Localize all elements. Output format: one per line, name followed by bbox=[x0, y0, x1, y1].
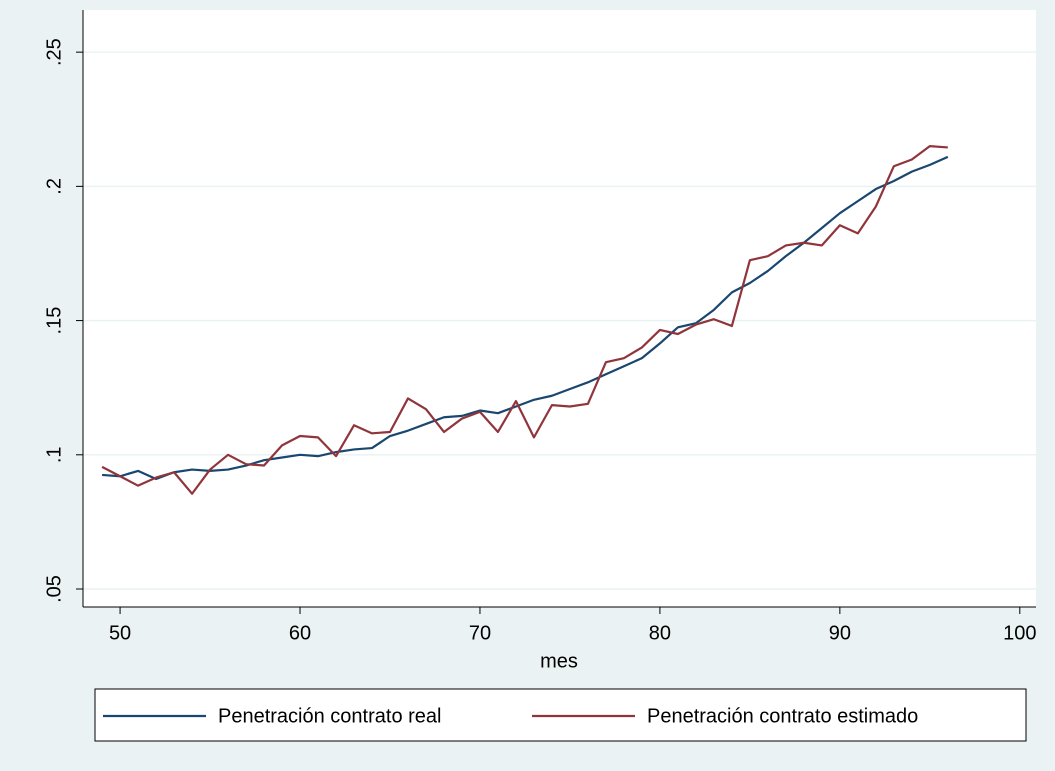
x-tick-label: 90 bbox=[829, 622, 851, 644]
y-tick-label: .25 bbox=[43, 38, 65, 66]
x-tick-label: 50 bbox=[109, 622, 131, 644]
series-line bbox=[101, 155, 949, 481]
legend-label: Penetración contrato real bbox=[218, 705, 441, 727]
legend-label: Penetración contrato estimado bbox=[647, 705, 918, 727]
series-line bbox=[101, 145, 948, 495]
y-tick-label: .05 bbox=[43, 575, 65, 603]
y-tick-label: .1 bbox=[43, 446, 65, 463]
x-axis-label: mes bbox=[540, 650, 578, 672]
plot-area bbox=[83, 10, 1036, 607]
y-tick-label: .15 bbox=[43, 307, 65, 335]
y-tick-label: .2 bbox=[43, 178, 65, 195]
x-tick-label: 80 bbox=[649, 622, 671, 644]
x-tick-label: 100 bbox=[1003, 622, 1036, 644]
x-tick-label: 70 bbox=[469, 622, 491, 644]
x-tick-label: 60 bbox=[289, 622, 311, 644]
